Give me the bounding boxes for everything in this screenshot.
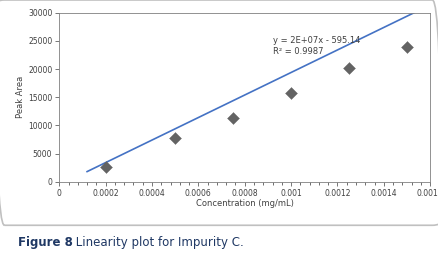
Point: [229, 116, 236, 120]
Text: Figure 8: Figure 8: [18, 236, 72, 249]
Text: : Linearity plot for Impurity C.: : Linearity plot for Impurity C.: [68, 236, 243, 249]
Point: [287, 91, 294, 95]
Point: [171, 136, 178, 140]
Point: [345, 66, 352, 70]
Y-axis label: Peak Area: Peak Area: [16, 76, 25, 119]
Point: [403, 45, 410, 49]
Point: [102, 165, 109, 169]
X-axis label: Concentration (mg/mL): Concentration (mg/mL): [195, 199, 293, 208]
Text: y = 2E+07x - 595.14
R² = 0.9987: y = 2E+07x - 595.14 R² = 0.9987: [272, 36, 359, 56]
